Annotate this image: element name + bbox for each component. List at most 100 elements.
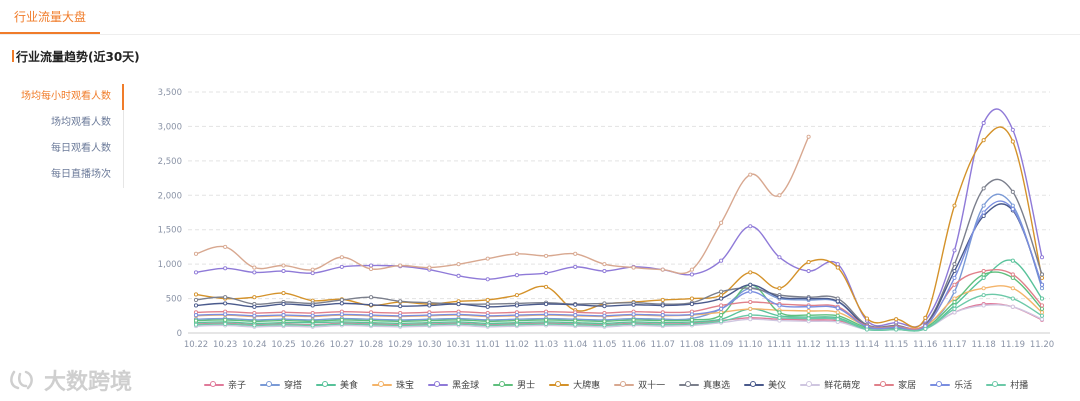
data-point[interactable] — [719, 289, 724, 294]
data-point[interactable] — [573, 251, 578, 256]
metric-menu-item[interactable]: 每日观看人数 — [0, 136, 124, 162]
data-point[interactable] — [952, 289, 957, 294]
data-point[interactable] — [1010, 304, 1015, 309]
legend-item[interactable]: 男士 — [493, 378, 535, 391]
data-point[interactable] — [806, 304, 811, 309]
data-point[interactable] — [660, 318, 665, 323]
data-point[interactable] — [485, 323, 490, 328]
data-point[interactable] — [310, 303, 315, 308]
data-point[interactable] — [719, 220, 724, 225]
data-point[interactable] — [602, 268, 607, 274]
data-point[interactable] — [981, 303, 986, 308]
legend-item[interactable]: 美仪 — [744, 378, 786, 391]
data-point[interactable] — [631, 265, 636, 270]
data-point[interactable] — [223, 301, 228, 306]
data-point[interactable] — [981, 203, 986, 208]
data-point[interactable] — [281, 302, 286, 307]
data-point[interactable] — [368, 302, 374, 307]
data-point[interactable] — [427, 313, 432, 318]
data-point[interactable] — [835, 265, 840, 270]
data-point[interactable] — [368, 263, 374, 268]
data-point[interactable] — [281, 291, 286, 296]
legend-item[interactable]: 大牌惠 — [549, 378, 600, 391]
data-point[interactable] — [456, 317, 461, 322]
data-point[interactable] — [339, 321, 344, 327]
data-point[interactable] — [981, 268, 986, 274]
metric-menu-item[interactable]: 场均观看人数 — [0, 110, 124, 136]
data-point[interactable] — [1010, 189, 1015, 194]
data-point[interactable] — [485, 313, 490, 318]
data-point[interactable] — [368, 313, 374, 318]
data-point[interactable] — [689, 317, 694, 322]
legend-item[interactable]: 双十一 — [614, 378, 665, 391]
data-point[interactable] — [952, 299, 957, 305]
data-point[interactable] — [719, 258, 724, 263]
data-point[interactable] — [602, 304, 607, 309]
data-point[interactable] — [894, 327, 899, 332]
data-point[interactable] — [398, 323, 403, 328]
data-point[interactable] — [806, 296, 811, 301]
data-point[interactable] — [573, 322, 578, 327]
data-point[interactable] — [660, 267, 665, 272]
data-point[interactable] — [806, 134, 811, 139]
data-point[interactable] — [806, 260, 811, 265]
data-point[interactable] — [456, 321, 461, 327]
data-point[interactable] — [1010, 207, 1015, 212]
data-point[interactable] — [398, 319, 403, 324]
data-point[interactable] — [689, 302, 694, 307]
data-point[interactable] — [252, 270, 257, 275]
data-point[interactable] — [660, 303, 665, 308]
data-point[interactable] — [981, 138, 986, 143]
data-point[interactable] — [310, 323, 315, 328]
data-point[interactable] — [193, 313, 199, 318]
data-point[interactable] — [514, 303, 519, 308]
data-point[interactable] — [544, 317, 549, 322]
data-point[interactable] — [719, 303, 724, 308]
data-point[interactable] — [252, 319, 257, 324]
data-point[interactable] — [748, 270, 753, 275]
data-point[interactable] — [1010, 139, 1015, 144]
data-point[interactable] — [1039, 310, 1045, 315]
data-point[interactable] — [1039, 286, 1045, 291]
data-point[interactable] — [193, 318, 199, 323]
data-point[interactable] — [777, 315, 782, 320]
data-point[interactable] — [1010, 258, 1015, 263]
data-point[interactable] — [368, 322, 374, 327]
data-point[interactable] — [1010, 127, 1015, 132]
data-point[interactable] — [689, 296, 694, 301]
data-point[interactable] — [485, 304, 490, 309]
data-point[interactable] — [981, 120, 986, 126]
data-point[interactable] — [748, 289, 753, 294]
data-point[interactable] — [689, 267, 694, 272]
data-point[interactable] — [398, 263, 403, 268]
data-point[interactable] — [573, 313, 578, 318]
data-point[interactable] — [456, 302, 461, 307]
data-point[interactable] — [806, 313, 811, 318]
data-point[interactable] — [602, 323, 607, 328]
data-point[interactable] — [193, 297, 199, 302]
data-point[interactable] — [223, 244, 228, 249]
data-point[interactable] — [398, 299, 403, 304]
data-point[interactable] — [602, 313, 607, 318]
data-point[interactable] — [252, 304, 257, 309]
data-point[interactable] — [689, 312, 694, 317]
legend-item[interactable]: 亲子 — [204, 378, 246, 391]
data-point[interactable] — [1010, 296, 1015, 301]
data-point[interactable] — [952, 310, 957, 315]
data-point[interactable] — [514, 322, 519, 327]
data-point[interactable] — [981, 272, 986, 277]
data-point[interactable] — [1039, 317, 1045, 322]
tab-industry-traffic[interactable]: 行业流量大盘 — [0, 0, 101, 34]
data-point[interactable] — [310, 267, 315, 272]
data-point[interactable] — [1039, 303, 1045, 308]
data-point[interactable] — [1010, 272, 1015, 277]
data-point[interactable] — [514, 273, 519, 278]
data-point[interactable] — [398, 313, 403, 318]
data-point[interactable] — [748, 306, 753, 311]
data-point[interactable] — [223, 266, 228, 271]
legend-item[interactable]: 村播 — [986, 378, 1028, 391]
data-point[interactable] — [864, 327, 870, 332]
legend-item[interactable]: 家居 — [874, 378, 916, 391]
data-point[interactable] — [1039, 296, 1045, 301]
data-point[interactable] — [310, 271, 315, 276]
